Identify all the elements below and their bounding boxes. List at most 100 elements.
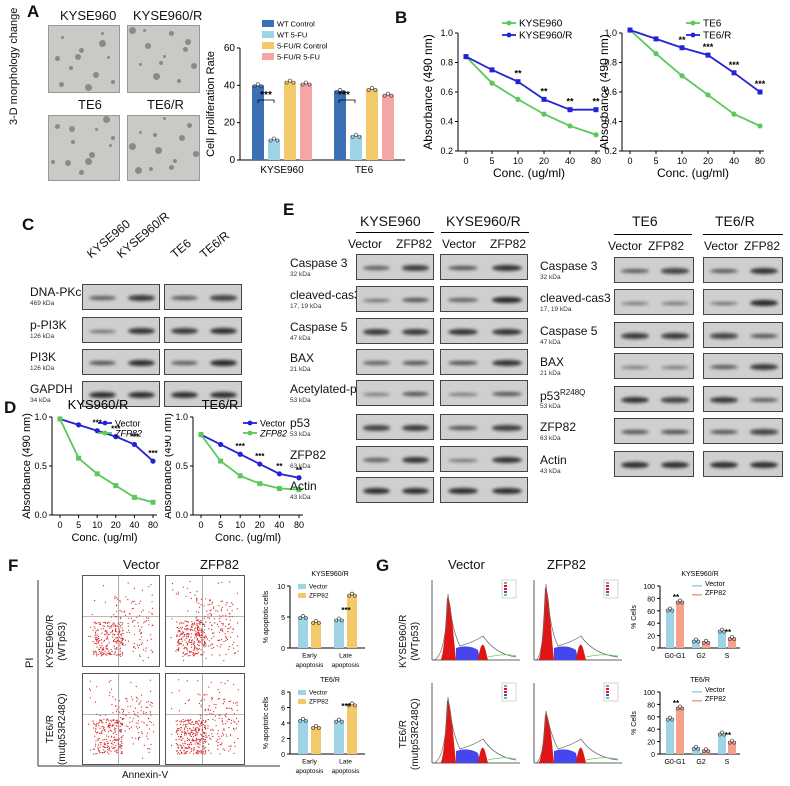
- blot-e-row-label: Actin: [290, 479, 317, 493]
- event-dot: [177, 733, 179, 735]
- event-dot: [199, 725, 201, 727]
- cycle-col-zfp82: ZFP82: [547, 557, 587, 572]
- blot-e-strip-te6: [614, 322, 694, 348]
- group-underline: [356, 232, 434, 233]
- event-dot: [108, 695, 110, 697]
- cell-cluster: [95, 128, 98, 131]
- legend-marker: [690, 32, 696, 38]
- event-dot: [198, 640, 200, 642]
- event-dot: [141, 731, 143, 733]
- event-dot: [237, 650, 239, 652]
- event-dot: [185, 641, 188, 643]
- legend-label: TE6: [703, 19, 722, 30]
- event-dot: [99, 727, 101, 729]
- event-dot: [120, 740, 122, 743]
- data-point: [678, 598, 682, 603]
- event-dot: [150, 584, 152, 586]
- y-tick-label: 4: [281, 721, 285, 728]
- protein-band: [209, 327, 238, 335]
- event-dot: [192, 643, 194, 646]
- event-dot: [141, 589, 143, 591]
- event-dot: [149, 748, 151, 750]
- event-dot: [213, 632, 215, 634]
- data-marker: [276, 471, 282, 477]
- event-dot: [178, 690, 180, 692]
- event-dot: [204, 724, 206, 726]
- hist-legend-swatch: [504, 697, 507, 699]
- x-tick-label: 20: [111, 520, 121, 530]
- event-dot: [183, 727, 186, 729]
- event-dot: [186, 719, 188, 722]
- row-name: Caspase 3: [540, 259, 598, 273]
- event-dot: [147, 748, 149, 750]
- event-dot: [119, 642, 121, 645]
- event-dot: [147, 657, 149, 659]
- event-dot: [125, 596, 127, 598]
- event-dot: [200, 704, 202, 706]
- event-dot: [114, 641, 116, 643]
- y-tick-label: 10: [277, 584, 285, 591]
- event-dot: [221, 742, 223, 744]
- event-dot: [143, 711, 145, 713]
- x-tick-label: 5: [218, 520, 223, 530]
- event-dot: [180, 643, 182, 645]
- event-dot: [106, 648, 108, 650]
- protein-band: [710, 333, 738, 339]
- event-dot: [204, 625, 206, 627]
- event-dot: [178, 728, 180, 730]
- event-dot: [124, 644, 126, 646]
- event-dot: [143, 622, 145, 624]
- blot-c-strip-kyse: [82, 349, 160, 375]
- event-dot: [147, 738, 149, 740]
- event-dot: [119, 653, 121, 655]
- event-dot: [100, 742, 102, 744]
- event-dot: [97, 629, 99, 631]
- event-dot: [196, 628, 198, 630]
- event-dot: [191, 641, 193, 643]
- event-dot: [115, 738, 117, 740]
- data-point: [732, 637, 737, 641]
- event-dot: [189, 722, 191, 724]
- event-dot: [208, 617, 211, 619]
- event-dot: [105, 638, 107, 640]
- event-dot: [196, 649, 198, 651]
- event-dot: [104, 743, 106, 745]
- event-dot: [113, 614, 115, 616]
- event-dot: [228, 727, 230, 729]
- event-dot: [202, 724, 204, 726]
- facs-scatter: [166, 674, 244, 764]
- event-dot: [121, 642, 123, 644]
- cell-cluster: [71, 140, 75, 144]
- x-tick-label: 20: [703, 156, 713, 166]
- event-dot: [119, 633, 121, 636]
- event-dot: [197, 746, 199, 748]
- event-dot: [217, 698, 219, 700]
- event-dot: [94, 650, 96, 652]
- data-point: [366, 88, 371, 92]
- event-dot: [105, 653, 107, 656]
- blot-e-group-label: TE6: [632, 213, 658, 229]
- event-dot: [130, 705, 132, 707]
- event-dot: [125, 725, 127, 727]
- event-dot: [103, 625, 105, 627]
- event-dot: [95, 653, 97, 655]
- event-dot: [234, 741, 236, 744]
- event-dot: [193, 740, 195, 742]
- event-dot: [201, 720, 203, 722]
- event-dot: [125, 697, 127, 700]
- event-dot: [194, 733, 196, 735]
- blot-c-kda: 469 kDa: [30, 300, 55, 307]
- event-dot: [187, 655, 189, 657]
- data-point: [696, 746, 701, 751]
- event-dot: [182, 718, 184, 721]
- protein-band: [88, 391, 117, 399]
- event-dot: [201, 629, 203, 631]
- bar: [702, 750, 710, 754]
- data-point: [722, 732, 727, 737]
- significance-label: ***: [341, 606, 351, 615]
- event-dot: [127, 582, 129, 584]
- bar: [366, 89, 378, 160]
- event-dot: [131, 696, 133, 698]
- morphology-side-label: 3-D morphology change: [8, 7, 20, 125]
